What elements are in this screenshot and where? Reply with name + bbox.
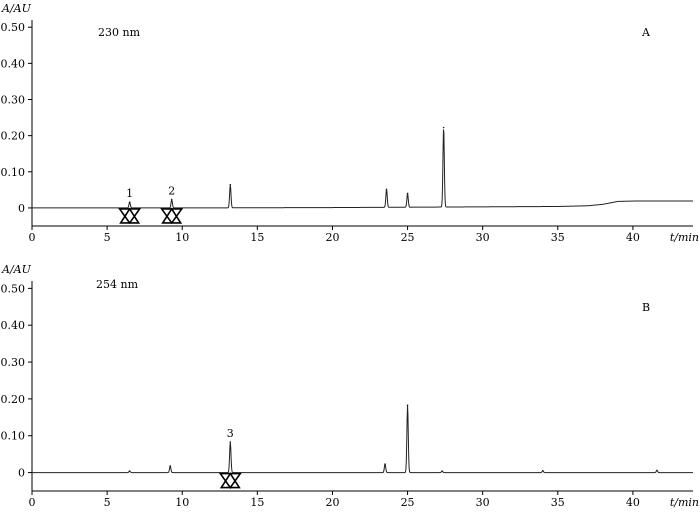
peak-number-label: 1 [126,187,133,200]
wavelength-label: 254 nm [96,278,139,291]
y-tick-label: 0.10 [1,430,26,443]
peak-apex [656,469,658,472]
x-tick-label: 25 [401,496,415,509]
x-tick-label: 5 [104,496,111,509]
peak-apex [170,198,173,201]
x-tick-label: 40 [626,496,640,509]
x-tick-label: 20 [325,231,339,244]
peak-apex [229,183,232,186]
peak-marker-inner-icon [119,207,141,224]
chart-panel-a: 0 0.10 0.20 0.30 0.40 0.50 0 5 10 15 20 25 30 35 40 A/A… [1,2,700,244]
x-tick-label: 35 [551,231,565,244]
peak-apex [169,465,172,467]
peak-number-label: 3 [227,427,234,440]
y-tick-label: 0.50 [1,282,26,295]
chromatogram-trace [32,405,693,474]
y-axis-title: A/AU [1,263,32,276]
y-tick-label: 0.10 [1,166,26,179]
x-tick-label: 40 [626,231,640,244]
x-tick-label: 20 [325,496,339,509]
peak-apex [441,470,443,472]
x-tick-label: 5 [104,231,111,244]
x-tick-label: 15 [250,231,264,244]
peak-marker-inner-icon [219,472,241,489]
chart-panel-b: 0 0.10 0.20 0.30 0.40 0.50 0 5 10 15 20 25 30 35 40 A/A… [1,263,700,509]
peak-apex [442,126,445,129]
y-tick-label: 0.40 [1,319,26,332]
y-tick-label: 0 [18,202,25,215]
peak-number-label: 2 [168,185,175,198]
y-tick-label: 0.40 [1,57,26,70]
y-axis-title: A/AU [1,2,32,15]
y-tick-label: 0.30 [1,356,26,369]
peak-marker-inner-icon [161,207,183,224]
x-axis-title: t/min [670,496,699,509]
peak-apex [128,201,131,203]
peak-apex [128,470,131,472]
peak-apex [385,188,388,191]
x-axis-title: t/min [670,231,699,244]
x-tick-label: 30 [476,231,490,244]
x-tick-label: 0 [29,231,36,244]
peak-apex [406,192,409,195]
peak-apex [541,469,544,472]
y-tick-label: 0.30 [1,94,26,107]
y-tick-label: 0 [18,467,25,480]
x-tick-label: 35 [551,496,565,509]
y-tick-label: 0.20 [1,130,26,143]
x-tick-label: 30 [476,496,490,509]
wavelength-label: 230 nm [98,26,141,39]
peak-apex [229,441,232,443]
x-tick-label: 10 [175,231,189,244]
x-tick-label: 10 [175,496,189,509]
y-tick-label: 0.20 [1,393,26,406]
x-tick-label: 25 [401,231,415,244]
chromatogram-trace [32,129,693,209]
y-tick-label: 0.50 [1,21,26,34]
panel-label: B [642,301,650,314]
x-tick-label: 15 [250,496,264,509]
peak-apex [384,463,386,465]
panel-label: A [641,26,651,39]
peak-apex [406,404,409,406]
x-tick-label: 0 [29,496,36,509]
